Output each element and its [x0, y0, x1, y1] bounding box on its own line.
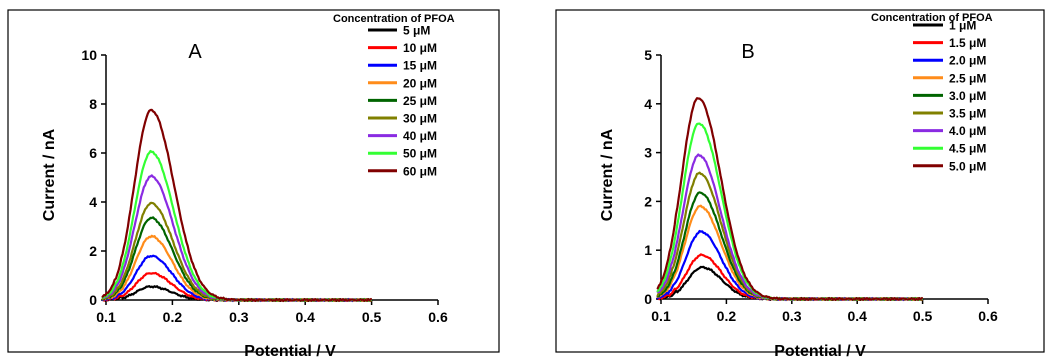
- legend-label: 40 μM: [403, 129, 437, 143]
- series-line: [656, 153, 923, 301]
- series-line: [101, 108, 372, 303]
- legend-title: Concentration of PFOA: [333, 13, 455, 25]
- y-tick-label: 3: [644, 145, 652, 161]
- legend-label: 1.5 μM: [949, 36, 986, 50]
- panel-B: 0.1 0.2 0.3 0.4 0.5 0.6 0 1 2 3 4 5 Potential / V Cur…: [555, 9, 1045, 360]
- series-line: [656, 97, 923, 301]
- x-tick-label: 0.1: [651, 308, 671, 324]
- legend-label: 50 μM: [403, 147, 437, 161]
- legend-label: 5.0 μM: [949, 159, 986, 173]
- x-tick-label: 0.2: [717, 308, 737, 324]
- x-tick-label: 0.4: [847, 308, 867, 324]
- panel-letter: A: [188, 41, 202, 63]
- legend-label: 3.5 μM: [949, 107, 986, 121]
- y-axis-label: Current / nA: [41, 128, 58, 221]
- y-tick-label: 0: [644, 291, 652, 307]
- legend-label: 25 μM: [403, 94, 437, 108]
- series-line: [656, 171, 923, 302]
- legend-label: 2.0 μM: [949, 54, 986, 68]
- panel-frame: [555, 9, 1045, 353]
- legend-label: 20 μM: [403, 76, 437, 90]
- x-tick-label: 0.5: [362, 309, 382, 325]
- x-tick-label: 0.6: [428, 309, 448, 325]
- y-tick-label: 0: [89, 292, 97, 308]
- x-tick-label: 0.5: [913, 308, 933, 324]
- legend-label: 15 μM: [403, 59, 437, 73]
- series-line: [656, 229, 923, 302]
- y-tick-label: 5: [644, 47, 652, 63]
- y-tick-label: 2: [89, 243, 97, 259]
- x-axis-label: Potential / V: [244, 343, 336, 360]
- y-tick-label: 8: [89, 96, 97, 112]
- x-tick-label: 0.1: [96, 309, 116, 325]
- x-tick-label: 0.3: [229, 309, 249, 325]
- legend-label: 2.5 μM: [949, 71, 986, 85]
- x-tick-label: 0.2: [163, 309, 183, 325]
- y-tick-label: 6: [89, 145, 97, 161]
- series-line: [656, 204, 923, 301]
- series-line: [101, 201, 372, 303]
- x-tick-label: 0.6: [978, 308, 998, 324]
- legend-label: 30 μM: [403, 112, 437, 126]
- series-line: [101, 174, 372, 302]
- y-axis-label: Current / nA: [599, 128, 616, 221]
- legend-label: 60 μM: [403, 164, 437, 178]
- legend-label: 4.0 μM: [949, 124, 986, 138]
- panel-frame: [7, 9, 500, 353]
- legend-title: Concentration of PFOA: [871, 12, 993, 24]
- panel-letter: B: [741, 41, 754, 63]
- series-line: [656, 253, 923, 301]
- series-line: [656, 265, 923, 301]
- legend-label: 3.0 μM: [949, 89, 986, 103]
- legend-label: 10 μM: [403, 41, 437, 55]
- series-line: [101, 271, 372, 302]
- x-tick-label: 0.4: [295, 309, 315, 325]
- panel-A: 0.1 0.2 0.3 0.4 0.5 0.6 0 2 4 6 8 10 Potential / V Cu…: [7, 9, 500, 360]
- x-axis-label: Potential / V: [774, 343, 866, 360]
- y-tick-label: 2: [644, 193, 652, 209]
- series-line: [101, 234, 372, 302]
- y-tick-label: 4: [89, 194, 97, 210]
- x-tick-label: 0.3: [782, 308, 802, 324]
- legend-label: 5 μM: [403, 24, 430, 38]
- legend-label: 4.5 μM: [949, 142, 986, 156]
- series-line: [656, 122, 923, 302]
- y-tick-label: 4: [644, 96, 652, 112]
- y-tick-label: 10: [81, 47, 97, 63]
- y-tick-label: 1: [644, 242, 652, 258]
- legend-label: 1 μM: [949, 19, 976, 33]
